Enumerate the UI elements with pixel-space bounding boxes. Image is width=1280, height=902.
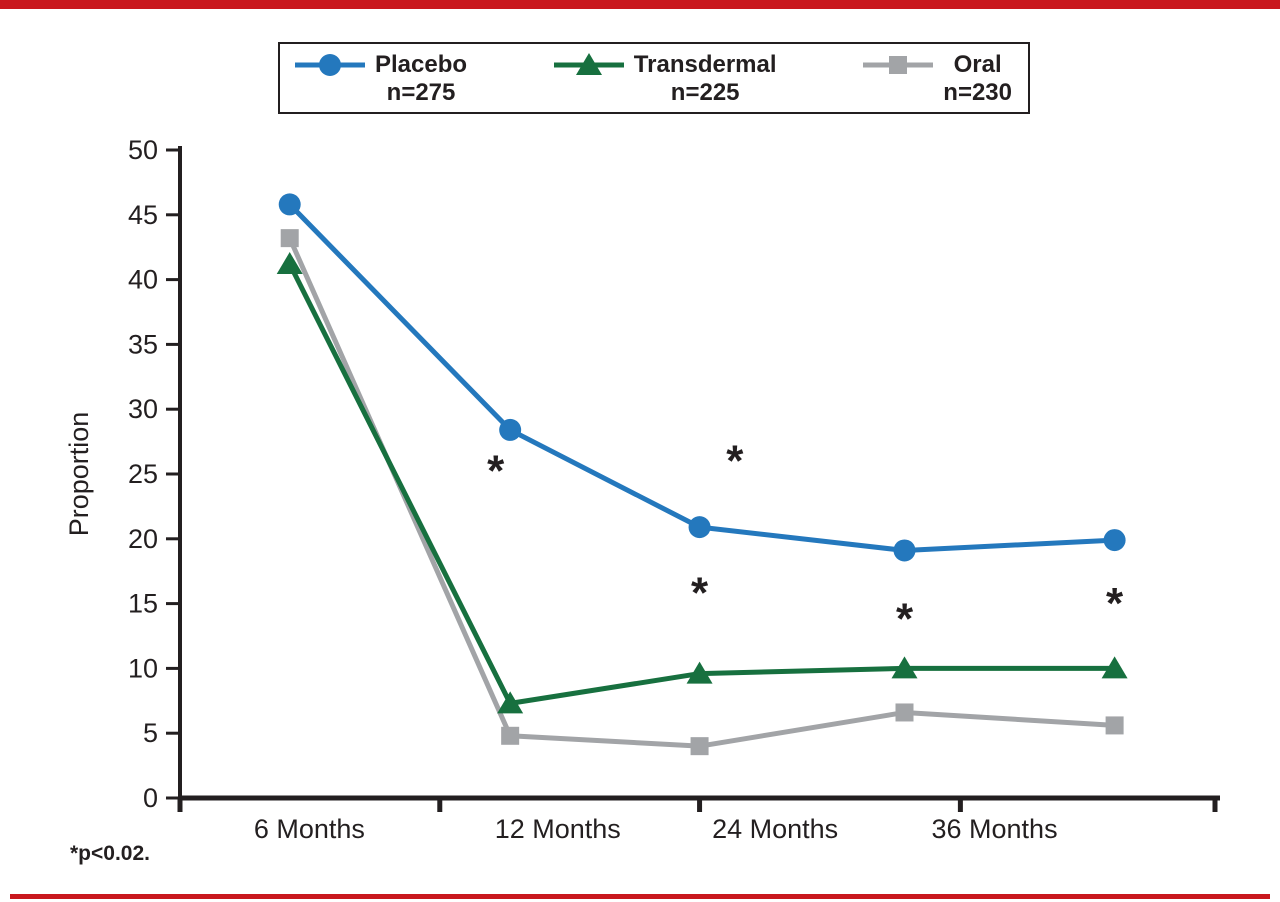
series-marker-oral bbox=[895, 703, 914, 722]
chart-legend: Placebo n=275 Transdermal n=225 Oral n=2… bbox=[278, 42, 1030, 114]
legend-sample-marker bbox=[575, 53, 602, 75]
y-tick-label: 30 bbox=[128, 394, 158, 424]
series-marker-placebo bbox=[893, 539, 916, 562]
top-red-rule bbox=[0, 0, 1280, 9]
transdermal-line-marker-icon bbox=[553, 51, 625, 79]
legend-series-name: Oral bbox=[953, 51, 1002, 78]
significance-asterisk: * bbox=[487, 447, 505, 496]
series-marker-placebo bbox=[688, 516, 711, 539]
bottom-red-rule bbox=[10, 894, 1270, 899]
placebo-line-marker-icon bbox=[294, 51, 366, 79]
significance-asterisk: * bbox=[1106, 579, 1124, 628]
legend-text-placebo: Placebo n=275 bbox=[375, 51, 467, 107]
series-marker-placebo bbox=[1103, 529, 1126, 552]
y-tick-label: 50 bbox=[128, 135, 158, 165]
legend-item-oral: Oral n=230 bbox=[862, 51, 1012, 107]
legend-text-transdermal: Transdermal n=225 bbox=[634, 51, 777, 107]
series-marker-placebo bbox=[499, 418, 522, 441]
legend-item-transdermal: Transdermal n=225 bbox=[553, 51, 777, 107]
series-marker-oral bbox=[690, 737, 709, 756]
x-tick-label: 12 Months bbox=[495, 814, 621, 844]
legend-sample-marker bbox=[319, 54, 341, 76]
series-marker-transdermal bbox=[276, 252, 303, 275]
y-tick-label: 40 bbox=[128, 265, 158, 295]
y-tick-label: 5 bbox=[143, 718, 158, 748]
legend-sample-svg bbox=[553, 53, 624, 75]
series-marker-transdermal bbox=[1101, 656, 1128, 679]
y-axis-title: Proportion bbox=[64, 412, 94, 537]
legend-series-n: n=225 bbox=[670, 79, 740, 106]
legend-sample-marker bbox=[889, 56, 908, 74]
series-marker-oral bbox=[1105, 716, 1124, 735]
significance-asterisk: * bbox=[896, 594, 914, 643]
legend-text-oral: Oral n=230 bbox=[943, 51, 1012, 107]
x-tick-label: 24 Months bbox=[712, 814, 838, 844]
significance-asterisk: * bbox=[691, 568, 709, 617]
series-marker-transdermal bbox=[686, 661, 713, 684]
y-tick-label: 45 bbox=[128, 200, 158, 230]
legend-series-n: n=275 bbox=[386, 79, 456, 106]
x-tick-label: 36 Months bbox=[932, 814, 1058, 844]
legend-series-name: Transdermal bbox=[633, 51, 777, 78]
y-tick-label: 35 bbox=[128, 329, 158, 359]
series-marker-transdermal bbox=[891, 656, 918, 679]
y-tick-label: 15 bbox=[128, 589, 158, 619]
series-marker-oral bbox=[501, 726, 520, 745]
series-marker-oral bbox=[280, 229, 299, 248]
legend-series-name: Placebo bbox=[375, 51, 468, 78]
significance-asterisk: * bbox=[726, 436, 744, 485]
legend-item-placebo: Placebo n=275 bbox=[294, 51, 467, 107]
series-marker-transdermal bbox=[497, 691, 524, 714]
x-tick-label: 6 Months bbox=[254, 814, 365, 844]
series-marker-placebo bbox=[278, 193, 301, 216]
y-tick-label: 20 bbox=[128, 524, 158, 554]
legend-sample-svg bbox=[863, 56, 934, 74]
legend-series-n: n=230 bbox=[943, 79, 1012, 106]
oral-line-marker-icon bbox=[862, 51, 934, 79]
legend-sample-svg bbox=[295, 54, 365, 76]
y-tick-label: 0 bbox=[143, 783, 158, 813]
y-tick-label: 10 bbox=[128, 653, 158, 683]
y-tick-label: 25 bbox=[128, 459, 158, 489]
footnote: *p<0.02. bbox=[70, 842, 150, 865]
series-line-placebo bbox=[287, 201, 1118, 553]
